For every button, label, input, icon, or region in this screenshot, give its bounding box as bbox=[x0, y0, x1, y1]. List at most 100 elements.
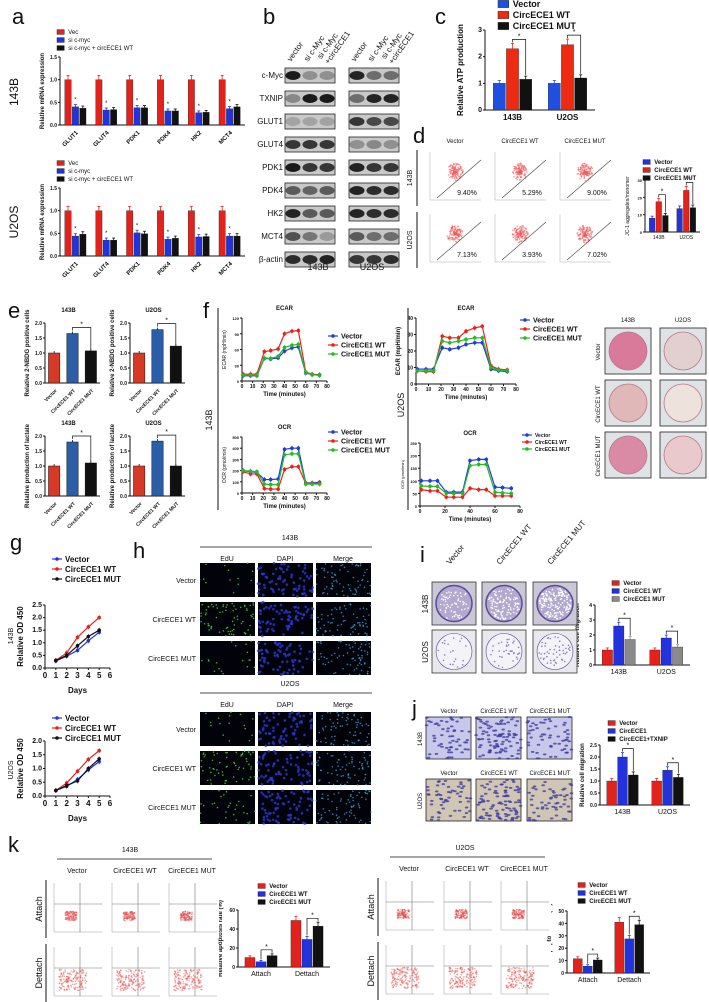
event-dot bbox=[454, 232, 457, 234]
event-dot bbox=[582, 172, 584, 174]
x-tick-label: 5 bbox=[97, 799, 102, 808]
cell-blob bbox=[467, 779, 471, 782]
data-point bbox=[64, 653, 69, 658]
data-point bbox=[419, 484, 424, 488]
row-label: Dettach bbox=[34, 957, 44, 988]
nucleus-dot bbox=[356, 784, 359, 786]
nucleus-dot bbox=[271, 818, 275, 822]
cell-blob bbox=[436, 816, 441, 819]
x-tick-label: 0 bbox=[43, 799, 48, 808]
data-point bbox=[440, 334, 445, 338]
nucleus-dot bbox=[258, 755, 261, 759]
colony-dot bbox=[552, 659, 555, 662]
colony-dot bbox=[503, 606, 505, 609]
x-tick-label: 10 bbox=[250, 384, 256, 390]
x-tick-label: 1 bbox=[54, 671, 59, 680]
blot-band bbox=[349, 140, 365, 149]
event-dot bbox=[84, 982, 87, 984]
cell-blob bbox=[495, 744, 499, 747]
colony-dot bbox=[437, 649, 439, 652]
nucleus-dot bbox=[236, 615, 239, 617]
data-point bbox=[255, 373, 259, 378]
y-axis-title: ECAR (mpH/min) bbox=[396, 327, 402, 375]
nucleus-dot bbox=[344, 768, 347, 771]
colony-dot bbox=[562, 652, 565, 655]
y-tick-label: 1.5 bbox=[120, 336, 127, 342]
row-label: U2OS bbox=[418, 793, 424, 809]
cell-blob bbox=[449, 725, 454, 728]
blot-band bbox=[302, 163, 318, 172]
blot-band bbox=[302, 232, 318, 241]
significance-asterisk: * bbox=[80, 430, 83, 437]
nucleus-dot bbox=[280, 609, 284, 612]
nucleus-dot bbox=[321, 797, 324, 800]
nucleus-dot bbox=[328, 809, 331, 812]
nucleus-dot bbox=[342, 615, 345, 618]
data-point bbox=[262, 349, 267, 354]
nucleus-dot bbox=[335, 808, 338, 811]
x-tick-label: HK2 bbox=[190, 130, 203, 143]
nucleus-dot bbox=[282, 588, 286, 591]
nucleus-dot bbox=[237, 583, 240, 585]
cell-blob bbox=[435, 784, 440, 787]
nucleus-dot bbox=[227, 569, 230, 571]
colony-dot bbox=[541, 597, 543, 600]
colony-dot bbox=[554, 616, 557, 618]
colony-dot bbox=[558, 646, 561, 648]
nucleus-dot bbox=[366, 762, 369, 765]
event-dot bbox=[132, 979, 135, 981]
row-label: Attach bbox=[34, 896, 44, 922]
colony-dot bbox=[507, 609, 509, 611]
colony-dot bbox=[542, 596, 545, 598]
nucleus-dot bbox=[229, 802, 232, 805]
colony-dot bbox=[505, 644, 508, 647]
cell-blob bbox=[476, 738, 481, 741]
nucleus-dot bbox=[290, 791, 293, 794]
event-dot bbox=[450, 230, 453, 233]
x-tick-label: MCT4 bbox=[218, 261, 234, 277]
legend-marker bbox=[523, 336, 527, 340]
row-label: Vector bbox=[596, 343, 602, 360]
y-tick-label: 1.0 bbox=[120, 351, 127, 357]
nucleus-dot bbox=[295, 589, 299, 592]
event-dot bbox=[72, 977, 75, 980]
nucleus-dot bbox=[364, 791, 367, 794]
row-label: CircECE1 MUT bbox=[148, 805, 197, 812]
nucleus-dot bbox=[343, 813, 346, 815]
well bbox=[608, 331, 648, 371]
blot-band bbox=[285, 140, 301, 149]
cell-blob bbox=[563, 721, 567, 724]
nucleus-dot bbox=[358, 657, 360, 660]
nucleus-dot bbox=[347, 718, 349, 720]
x-tick-label: 60 bbox=[303, 384, 309, 390]
colony-dot bbox=[509, 650, 512, 652]
nucleus-dot bbox=[213, 754, 216, 756]
micrograph bbox=[200, 712, 255, 746]
legend-swatch bbox=[497, 0, 510, 8]
cell-blob bbox=[482, 722, 486, 725]
cell-blob bbox=[430, 799, 434, 802]
nucleus-dot bbox=[369, 754, 371, 757]
significance-asterisk: * bbox=[627, 743, 630, 750]
nucleus-dot bbox=[337, 792, 340, 794]
cell-blob bbox=[485, 783, 490, 786]
event-dot bbox=[449, 232, 452, 235]
bar bbox=[79, 108, 87, 126]
nucleus-dot bbox=[256, 649, 260, 653]
nucleus-dot bbox=[292, 820, 296, 824]
x-axis-title: Days bbox=[68, 686, 88, 695]
nucleus-dot bbox=[256, 582, 260, 585]
event-dot bbox=[182, 913, 185, 916]
nucleus-dot bbox=[331, 588, 333, 590]
colony-dot bbox=[548, 615, 551, 618]
event-dot bbox=[80, 988, 83, 991]
cell-blob bbox=[439, 743, 444, 746]
colony-dot bbox=[569, 646, 571, 648]
event-dot bbox=[586, 172, 588, 175]
event-dot bbox=[587, 165, 589, 168]
nucleus-dot bbox=[297, 606, 300, 610]
event-dot bbox=[119, 974, 121, 976]
event-dot bbox=[453, 171, 456, 174]
colony-dot bbox=[518, 652, 521, 654]
event-dot bbox=[589, 232, 592, 234]
